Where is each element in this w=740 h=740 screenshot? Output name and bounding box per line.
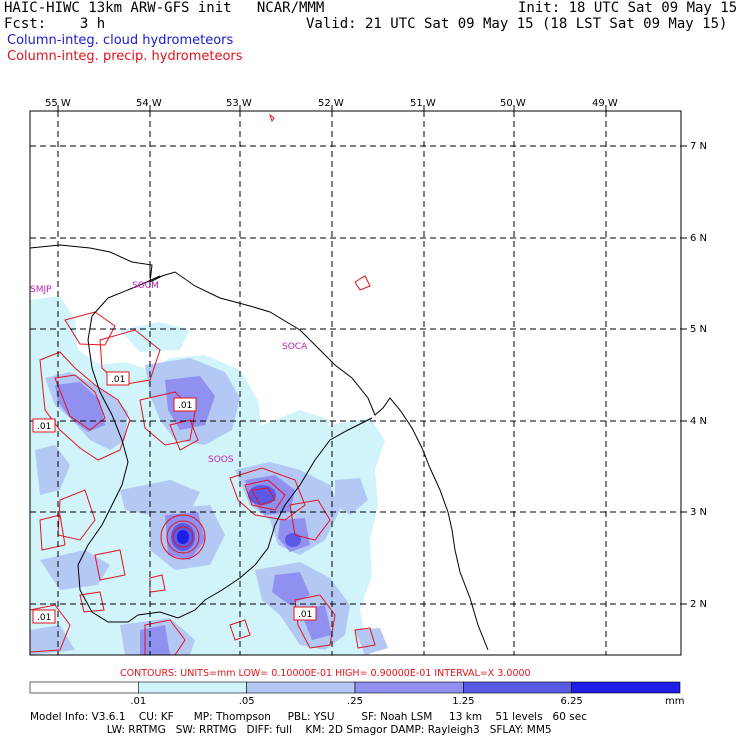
legend-cloud-hydrometeors: Column-integ. cloud hydrometeors (7, 33, 234, 48)
model-info-line1: Model Info: V3.6.1 CU: KF MP: Thompson P… (30, 711, 587, 723)
forecast-hour: Fcst: 3 h (4, 16, 106, 32)
colorbar-swatch (463, 681, 572, 694)
lat-labels: 7 N 6 N 5 N 4 N 3 N 2 N (690, 141, 707, 610)
station-label: SOOS (208, 455, 234, 465)
contour-label: .01 (37, 422, 51, 432)
colorbar-tick-label: 6.25 (561, 696, 583, 707)
contour-label: .01 (37, 613, 51, 623)
colorbar-tick-label: 1.25 (452, 696, 474, 707)
colorbar-tick-label: .05 (239, 696, 255, 707)
cloud-hydrometeor-shading (30, 296, 388, 655)
contour-label: .01 (178, 401, 192, 411)
lat-label: 7 N (690, 141, 707, 152)
contour-info: CONTOURS: UNITS=mm LOW= 0.10000E-01 HIGH… (120, 668, 531, 679)
colorbar-swatch (354, 681, 464, 694)
contour-label: .01 (298, 610, 312, 620)
station-label: SMJP (30, 285, 52, 295)
lon-label: 51 W (410, 98, 436, 109)
map-frame (29, 110, 682, 656)
colorbar-swatch (29, 681, 139, 694)
lon-label: 50 W (500, 98, 526, 109)
lon-labels: 55 W 54 W 53 W 52 W 51 W 50 W 49 W (45, 98, 618, 109)
station-label: SOCM (132, 281, 159, 291)
colorbar-swatch (246, 681, 356, 694)
lon-label: 49 W (592, 98, 618, 109)
lat-label: 5 N (690, 324, 707, 335)
lat-lon-grid (30, 111, 681, 655)
lon-label: 53 W (226, 98, 252, 109)
init-time: Init: 18 UTC Sat 09 May 15 (518, 0, 738, 16)
contour-label: .01 (111, 375, 125, 385)
frame-ticks (57, 105, 687, 605)
colorbar-units: mm (665, 696, 684, 707)
lon-label: 52 W (318, 98, 344, 109)
lat-label: 2 N (690, 599, 707, 610)
contour-value-labels: .01 .01 .01 .01 .01 (32, 371, 317, 624)
colorbar-swatch (138, 681, 247, 694)
station-labels: SMJP SOCM SOCA SOOS (30, 281, 308, 465)
colorbar: .01 .05 .25 1.25 6.25 (29, 681, 681, 707)
lat-label: 6 N (690, 233, 707, 244)
colorbar-swatch (571, 681, 681, 694)
model-title: HAIC-HIWC 13km ARW-GFS init NCAR/MMM (4, 0, 325, 16)
colorbar-tick-label: .25 (347, 696, 363, 707)
coastlines-borders (30, 244, 489, 651)
lon-label: 55 W (45, 98, 71, 109)
colorbar-tick-label: .01 (130, 696, 146, 707)
lat-label: 3 N (690, 507, 707, 518)
legend-precip-hydrometeors: Column-integ. precip. hydrometeors (7, 49, 243, 64)
valid-time: Valid: 21 UTC Sat 09 May 15 (18 LST Sat … (306, 16, 728, 32)
station-label: SOCA (282, 342, 308, 352)
precip-contours (30, 113, 376, 655)
lon-label: 54 W (136, 98, 162, 109)
lat-label: 4 N (690, 416, 707, 427)
model-info-line2: LW: RRTMG SW: RRTMG DIFF: full KM: 2D Sm… (30, 724, 552, 736)
